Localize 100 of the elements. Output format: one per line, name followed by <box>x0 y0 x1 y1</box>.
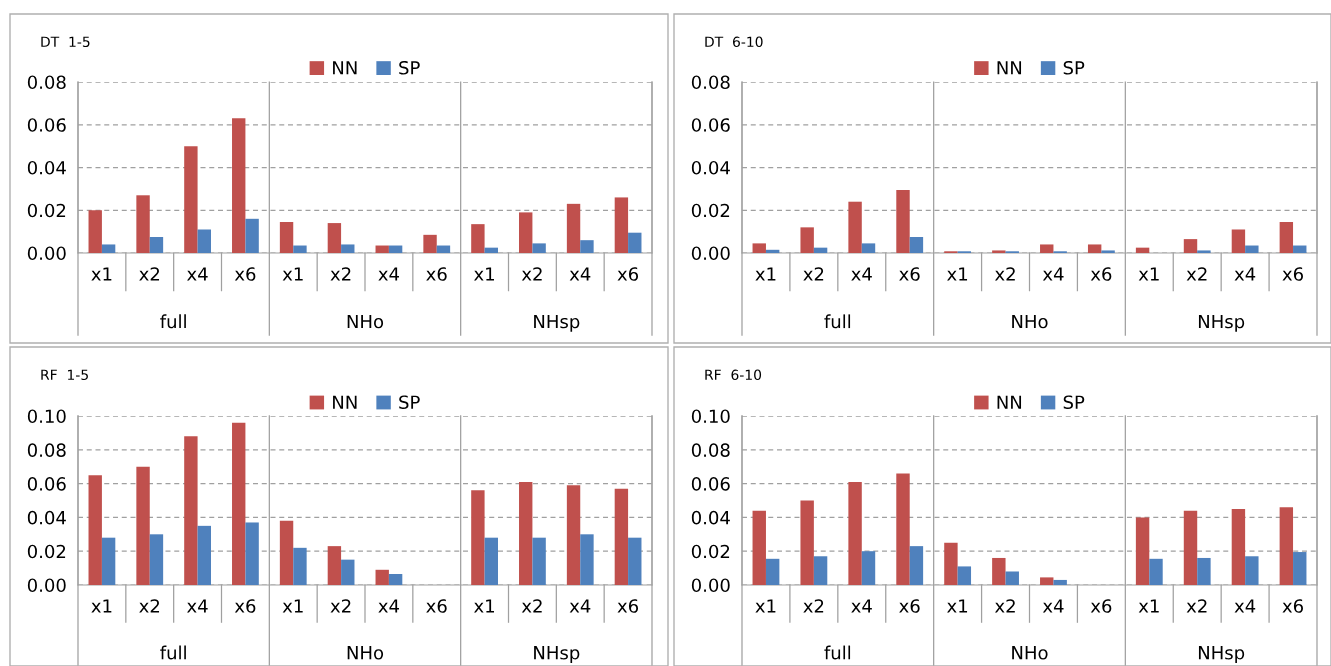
x-tick-label: x2 <box>139 267 160 281</box>
x-tick-label: x1 <box>474 599 494 613</box>
bar <box>1279 507 1294 585</box>
text: full <box>160 314 186 329</box>
bar <box>800 227 814 253</box>
bar <box>992 250 1006 253</box>
x-tick-label: x6 <box>617 599 639 613</box>
x-tick-label: x2 <box>330 599 351 613</box>
y-tick-label: 0.06 <box>27 118 66 132</box>
bar <box>1293 552 1307 585</box>
chart-title: RF 1-5 <box>41 369 88 381</box>
x-tick-label: x1 <box>947 599 968 613</box>
bar <box>232 422 246 585</box>
bar <box>1245 556 1259 585</box>
bar <box>1101 250 1115 253</box>
bar <box>101 537 116 585</box>
x-tick-label: x6 <box>899 267 920 281</box>
bar <box>848 201 862 253</box>
bar <box>813 247 828 253</box>
x-tick-label: x4 <box>378 599 399 613</box>
x-tick-label: x4 <box>569 267 591 281</box>
x-tick-label: x1 <box>1138 599 1159 613</box>
bar <box>423 234 437 253</box>
bar <box>580 240 594 253</box>
x-tick-label: x6 <box>1090 599 1112 613</box>
bar <box>813 556 828 585</box>
bar <box>848 481 862 585</box>
x-tick-label: x2 <box>521 267 542 281</box>
chart-title: DT 6-10 <box>705 36 763 48</box>
bar <box>341 559 355 585</box>
x-tick-label: x1 <box>91 267 112 281</box>
y-tick-label: 0.08 <box>691 75 730 90</box>
bar <box>232 118 246 253</box>
bar <box>1231 229 1246 253</box>
y-tick-label: 0.08 <box>691 443 730 457</box>
x-tick-label: x6 <box>1090 267 1112 281</box>
text: NHsp <box>1198 314 1245 332</box>
bar <box>861 243 876 253</box>
y-tick-label: 0.04 <box>27 510 66 525</box>
bar <box>614 197 629 253</box>
bar <box>327 546 342 585</box>
y-tick-label: 0.06 <box>27 477 66 491</box>
bar <box>614 488 629 585</box>
bar <box>1040 244 1054 253</box>
x-tick-label: x2 <box>521 599 542 613</box>
bar <box>1279 222 1294 253</box>
y-tick-label: 0.06 <box>691 477 730 491</box>
legend-label: NN <box>333 395 357 409</box>
x-tick-label: x4 <box>187 599 208 613</box>
bar <box>136 195 150 253</box>
x-tick-label: x4 <box>1234 599 1256 613</box>
x-tick-label: x1 <box>755 599 776 613</box>
y-tick-label: 0.06 <box>691 118 730 132</box>
x-tick-label: x2 <box>803 599 824 613</box>
y-tick-label: 0.00 <box>27 246 66 261</box>
y-tick-label: 0.10 <box>27 409 66 424</box>
x-tick-label: x4 <box>1042 599 1064 613</box>
bar <box>566 485 581 585</box>
bar <box>471 224 485 253</box>
bar <box>375 245 389 253</box>
bar <box>279 520 294 585</box>
bar <box>1135 247 1150 253</box>
bar <box>1183 510 1198 585</box>
bar <box>1197 557 1211 585</box>
x-tick-label: x6 <box>234 599 256 613</box>
bar <box>1135 517 1150 585</box>
y-tick-label: 0.00 <box>691 578 730 593</box>
bar <box>1053 579 1067 585</box>
y-tick-label: 0.10 <box>691 409 730 424</box>
bar <box>197 229 211 253</box>
x-tick-label: x6 <box>234 267 256 281</box>
bar <box>944 542 958 585</box>
bar <box>388 245 403 253</box>
bar <box>184 436 198 585</box>
bar <box>1183 239 1198 253</box>
x-tick-label: x1 <box>474 267 494 281</box>
bar <box>327 223 342 253</box>
y-tick-label: 0.02 <box>691 203 730 218</box>
y-tick-label: 0.00 <box>691 246 730 261</box>
bar <box>245 522 259 585</box>
y-tick-label: 0.04 <box>691 510 730 525</box>
bar <box>765 558 780 585</box>
text: NHo <box>347 314 384 329</box>
bar <box>861 551 876 585</box>
bar <box>896 473 910 585</box>
bar <box>149 534 164 585</box>
bar <box>519 212 533 253</box>
legend-label: NN <box>997 395 1022 409</box>
bar <box>1087 244 1102 253</box>
bar <box>471 490 485 585</box>
bar <box>957 566 972 585</box>
y-tick-label: 0.02 <box>27 203 66 218</box>
x-tick-label: x1 <box>1138 267 1159 281</box>
x-tick-label: x2 <box>1186 267 1207 281</box>
text: full <box>160 645 186 660</box>
text: NHo <box>1012 646 1048 660</box>
bar <box>1005 571 1019 585</box>
text: NHsp <box>534 646 580 664</box>
bar <box>184 146 198 253</box>
y-tick-label: 0.08 <box>27 443 66 457</box>
